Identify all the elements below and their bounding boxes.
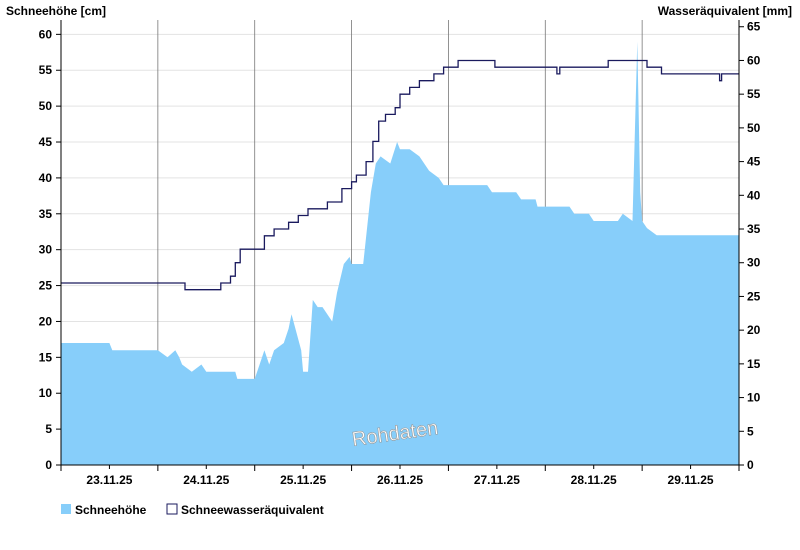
x-tick-label: 28.11.25	[571, 473, 617, 487]
x-tick-label: 27.11.25	[474, 473, 520, 487]
y-right-tick-label: 5	[747, 424, 754, 438]
y-right-tick-label: 45	[747, 155, 761, 169]
line-water-equivalent	[61, 59, 739, 291]
x-tick-label: 26.11.25	[377, 473, 423, 487]
legend-swatch-snow-depth	[61, 504, 71, 514]
y-left-tick-label: 60	[39, 27, 53, 41]
y-left-tick-label: 10	[39, 386, 53, 400]
y-right-tick-label: 40	[747, 188, 761, 202]
y-right-tick-label: 30	[747, 256, 761, 270]
y-right-tick-label: 15	[747, 357, 761, 371]
y-right-tick-label: 25	[747, 289, 761, 303]
y-right-tick-label: 10	[747, 391, 761, 405]
y-left-ticks: 0 5 10 15 20 25 30 35 40 45 50 55 60	[39, 27, 61, 472]
legend-label-water-equivalent: Schneewasseräquivalent	[181, 503, 324, 517]
y-right-tick-label: 50	[747, 121, 761, 135]
x-ticks: 23.11.25 24.11.25 25.11.25 26.11.25 27.11.25…	[60, 465, 740, 487]
y-right-ticks: 0 5 10 15 20 25 30 35 40 45 50 55 60 65	[739, 20, 761, 472]
legend-label-snow-depth: Schneehöhe	[75, 503, 147, 517]
y-left-tick-label: 5	[45, 422, 52, 436]
water-equivalent-line	[61, 59, 739, 291]
y-right-tick-label: 0	[747, 458, 754, 472]
area-snow-depth	[61, 41, 739, 465]
legend: Schneehöhe Schneewasseräquivalent	[61, 503, 324, 517]
y-left-tick-label: 20	[39, 314, 53, 328]
y-right-axis-title: Wasseräquivalent [mm]	[658, 4, 792, 18]
legend-swatch-water-equivalent	[166, 503, 178, 515]
y-right-tick-label: 60	[747, 53, 761, 67]
y-left-axis-title: Schneehöhe [cm]	[6, 4, 106, 18]
y-left-tick-label: 45	[39, 135, 53, 149]
x-tick-label: 25.11.25	[280, 473, 326, 487]
x-tick-label: 24.11.25	[183, 473, 229, 487]
y-left-tick-label: 25	[39, 279, 53, 293]
x-tick-label: 23.11.25	[86, 473, 132, 487]
y-left-tick-label: 30	[39, 243, 53, 257]
y-left-tick-label: 0	[45, 458, 52, 472]
y-left-tick-label: 55	[39, 63, 53, 77]
y-left-tick-label: 40	[39, 171, 53, 185]
snow-depth-area	[61, 41, 739, 465]
y-left-tick-label: 35	[39, 207, 53, 221]
y-left-tick-label: 50	[39, 99, 53, 113]
y-right-tick-label: 20	[747, 323, 761, 337]
x-tick-label: 29.11.25	[668, 473, 714, 487]
y-right-tick-label: 65	[747, 20, 761, 34]
y-left-tick-label: 15	[39, 350, 53, 364]
y-right-tick-label: 55	[747, 87, 761, 101]
y-right-tick-label: 35	[747, 222, 761, 236]
